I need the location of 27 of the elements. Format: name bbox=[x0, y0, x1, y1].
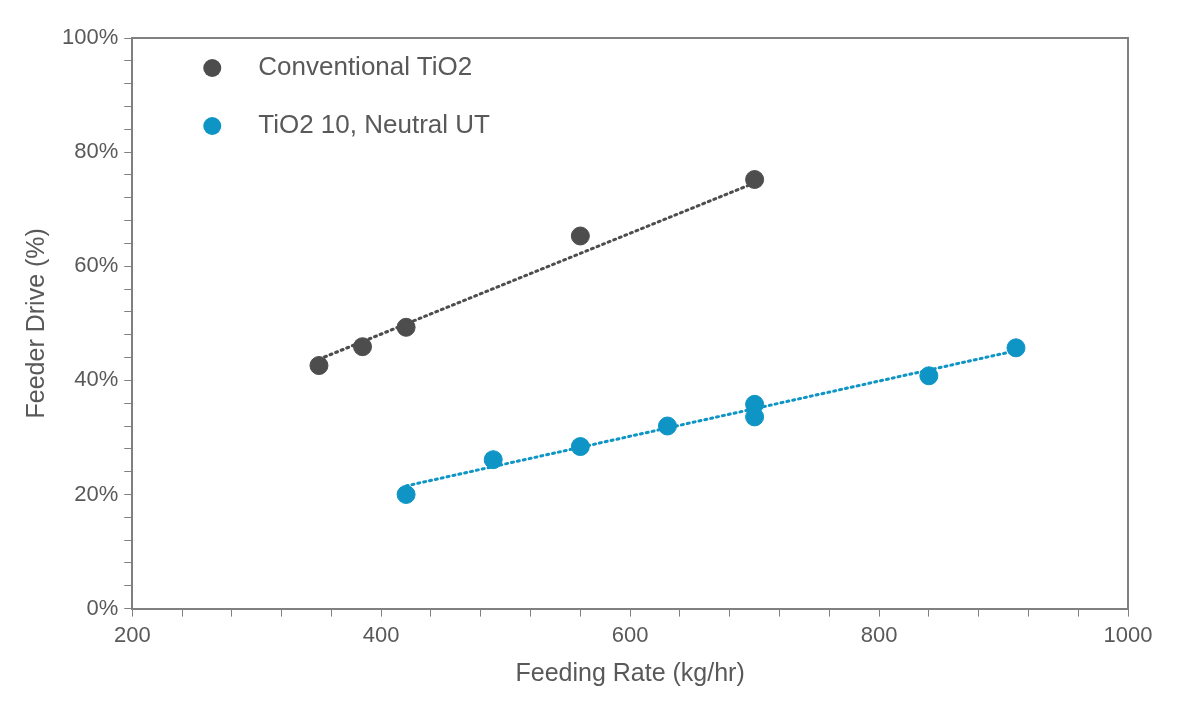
point bbox=[745, 407, 765, 427]
point bbox=[396, 317, 416, 337]
legend-label: Conventional TiO2 bbox=[258, 51, 473, 82]
y-tick-label: 60% bbox=[74, 252, 119, 278]
y-tick-label: 40% bbox=[74, 366, 119, 392]
y-axis-title: Feeder Drive (%) bbox=[20, 228, 49, 419]
x-tick-label: 600 bbox=[611, 621, 649, 647]
point bbox=[1006, 338, 1026, 358]
x-axis-title: Feeding Rate (kg/hr) bbox=[515, 657, 745, 686]
point bbox=[396, 484, 416, 504]
y-tick-label: 20% bbox=[74, 480, 119, 506]
y-tick-label: 100% bbox=[61, 24, 119, 50]
point bbox=[309, 356, 329, 376]
x-tick-label: 1000 bbox=[1103, 621, 1153, 647]
x-tick-label: 800 bbox=[860, 621, 898, 647]
legend-label: TiO2 10, Neutral UT bbox=[258, 109, 491, 140]
y-tick-label: 0% bbox=[86, 594, 119, 620]
point bbox=[745, 170, 765, 190]
point bbox=[570, 437, 590, 457]
point bbox=[919, 366, 939, 386]
point bbox=[570, 226, 590, 246]
point bbox=[483, 450, 503, 470]
x-tick-label: 400 bbox=[362, 621, 400, 647]
x-tick-label: 200 bbox=[113, 621, 151, 647]
y-tick-label: 80% bbox=[74, 138, 119, 164]
point bbox=[353, 337, 373, 357]
point bbox=[657, 416, 677, 436]
